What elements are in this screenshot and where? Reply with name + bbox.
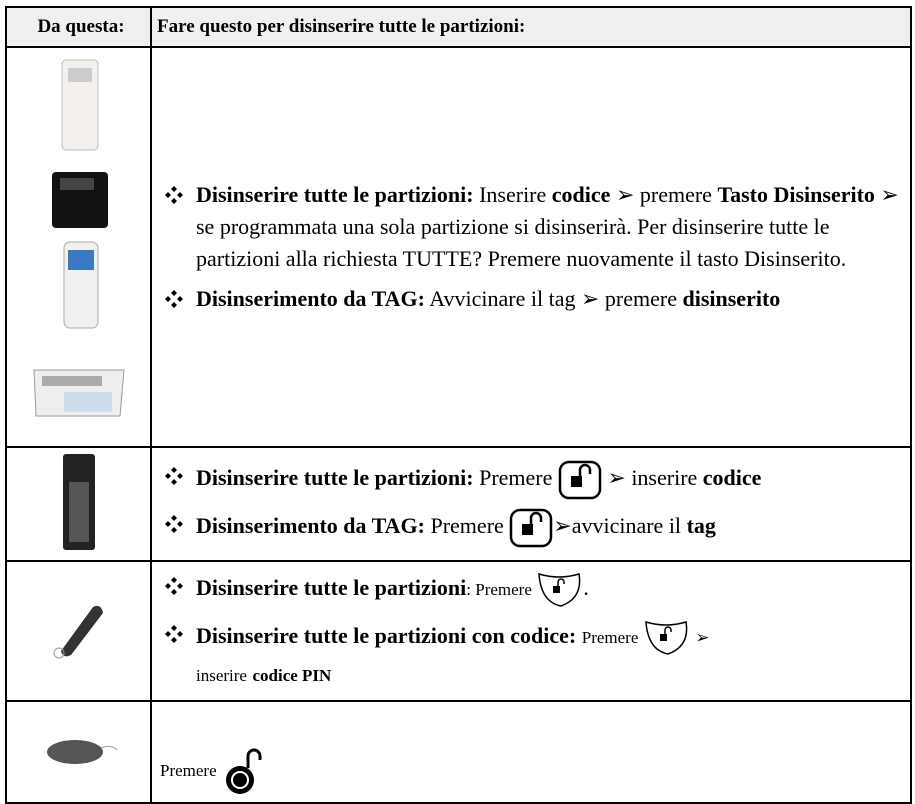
text: codice PIN xyxy=(252,666,332,685)
bullet-symbol xyxy=(165,577,183,595)
text: tag xyxy=(686,513,716,539)
text: Premere xyxy=(160,761,217,781)
device-cell xyxy=(5,446,152,562)
text: Disinserire tutte le partizioni xyxy=(196,575,467,601)
action-cell: Disinserire tutte le partizioni: Inserir… xyxy=(150,46,912,448)
text: ➢ se programmata una sola partizione si … xyxy=(196,182,899,271)
text: ➢avvicinare il xyxy=(553,513,682,539)
text: Disinserimento da TAG: xyxy=(196,513,425,539)
bullet: Disinserimento da TAG: Premere ➢avvicina… xyxy=(160,508,910,548)
bullet-symbol xyxy=(165,515,183,533)
text: ➢ inserire xyxy=(607,465,698,491)
action-cell: Disinserire tutte le partizioni: Premere… xyxy=(150,446,912,562)
row: Premere xyxy=(5,700,912,804)
bullet-symbol xyxy=(165,467,183,485)
text: ➢ xyxy=(695,628,710,648)
header-cell: Da questa: xyxy=(5,6,152,48)
text: codice xyxy=(551,182,611,207)
reader-image xyxy=(62,453,95,550)
unlock-button-icon xyxy=(558,460,602,500)
row: Disinserire tutte le partizioni: Premere… xyxy=(5,560,912,702)
text: Disinserimento da TAG: xyxy=(196,286,425,311)
device-cell xyxy=(5,560,152,702)
header-cell: Fare questo per disinserire tutte le par… xyxy=(150,6,912,48)
bullet-symbol xyxy=(165,290,183,308)
text: disinserito xyxy=(682,286,781,311)
text: Inserire xyxy=(479,182,547,207)
text: Disinserire tutte le partizioni: xyxy=(196,182,474,207)
text: ➢ premere xyxy=(615,182,712,207)
bullet: Disinserimento da TAG: Avvicinare il tag… xyxy=(160,283,910,315)
text: Disinserire tutte le partizioni: xyxy=(196,465,474,491)
text: : Premere xyxy=(466,580,532,600)
action-cell: Disinserire tutte le partizioni: Premere… xyxy=(150,560,912,702)
bullet: Disinserire tutte le partizioni: Inserir… xyxy=(160,179,910,275)
keypad-images xyxy=(32,59,125,417)
text: Premere xyxy=(430,513,504,539)
row: Disinserire tutte le partizioni: Inserir… xyxy=(5,46,912,448)
text: Tasto Disinserito xyxy=(717,182,875,207)
text: . xyxy=(583,575,589,601)
unlock-dial-icon xyxy=(226,748,262,794)
bullet-symbol xyxy=(165,186,183,204)
text: Premere xyxy=(479,465,553,491)
bullet: Disinserire tutte le partizioni con codi… xyxy=(160,618,910,692)
device-cell xyxy=(5,46,152,448)
text: codice xyxy=(702,465,762,491)
device-cell xyxy=(5,700,152,804)
text: Disinserire tutte le partizioni con codi… xyxy=(196,623,577,649)
row: Disinserire tutte le partizioni: Premere… xyxy=(5,446,912,562)
unlock-button-icon xyxy=(510,508,553,548)
keyfob-image xyxy=(46,739,117,764)
unlock-button-icon xyxy=(538,573,581,607)
text: Premere xyxy=(581,628,639,648)
text: inserire xyxy=(196,666,247,685)
remote-image xyxy=(53,605,103,658)
instruction-table: Da questa: Fare questo per disinserire t… xyxy=(5,6,912,804)
bullet: Disinserire tutte le partizioni: Premere… xyxy=(160,460,910,500)
text: Avvicinare il tag ➢ premere xyxy=(429,286,677,311)
unlock-button-icon xyxy=(645,621,688,655)
bullet-symbol xyxy=(165,625,183,643)
bullet: Disinserire tutte le partizioni: Premere… xyxy=(160,570,910,610)
action-cell: Premere xyxy=(150,700,912,804)
header-row: Da questa: Fare questo per disinserire t… xyxy=(5,6,912,48)
